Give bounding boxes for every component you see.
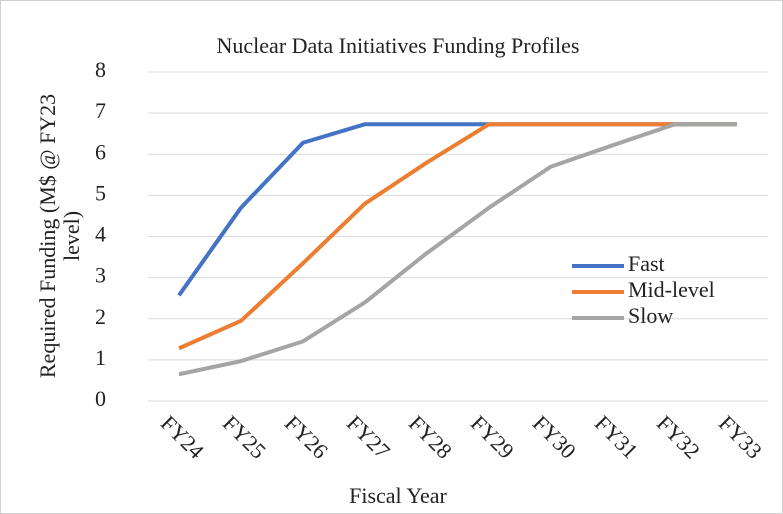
y-tick-label: 6 [95, 139, 106, 164]
y-tick-label: 8 [95, 57, 106, 82]
y-tick-label: 4 [95, 222, 106, 247]
y-axis-title-line: level) [59, 211, 84, 261]
y-tick-label: 7 [95, 98, 106, 123]
legend-label: Fast [628, 251, 665, 276]
y-tick-label: 2 [95, 304, 106, 329]
y-axis-title-line: Required Funding (M$ @ FY23 [35, 94, 60, 378]
y-tick-label: 0 [95, 386, 106, 411]
x-axis-title: Fiscal Year [349, 483, 447, 508]
chart-title: Nuclear Data Initiatives Funding Profile… [217, 33, 580, 58]
legend-label: Mid-level [628, 277, 715, 302]
series-line [178, 122, 737, 377]
y-tick-label: 5 [95, 180, 106, 205]
series-line [178, 122, 737, 351]
legend-label: Slow [628, 303, 673, 328]
y-axis-title: Required Funding (M$ @ FY23 level) [35, 94, 84, 378]
y-tick-label: 1 [95, 345, 106, 370]
y-tick-label: 3 [95, 263, 106, 288]
